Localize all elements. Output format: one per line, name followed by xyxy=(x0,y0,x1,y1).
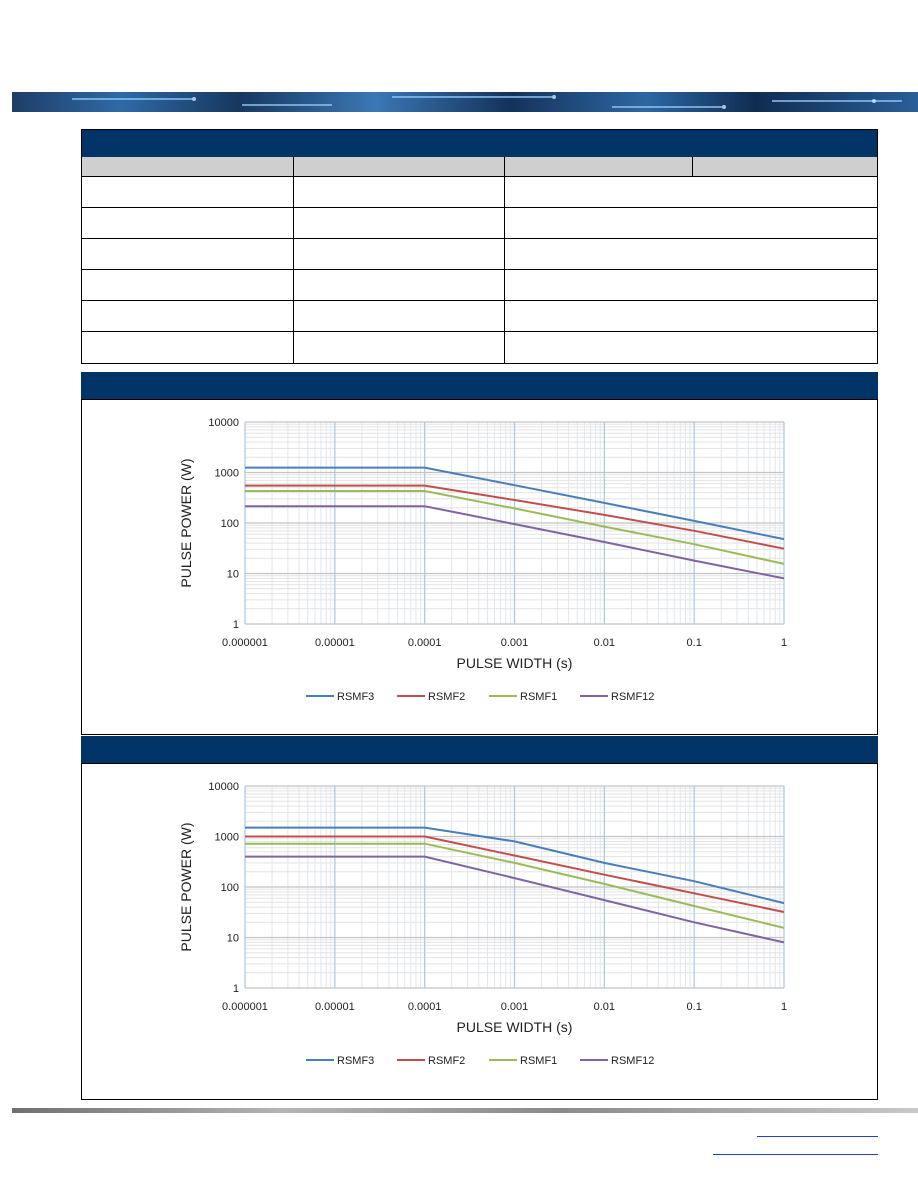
table-row-divider xyxy=(82,238,877,239)
series-line-rsmf1 xyxy=(245,490,785,565)
specification-table xyxy=(81,129,878,364)
grid-lines xyxy=(244,785,785,989)
series-line-rsmf12 xyxy=(245,505,785,580)
y-axis-label: PULSE POWER (W) xyxy=(178,822,194,951)
series-line-rsmf2 xyxy=(245,484,785,550)
series-line-rsmf12 xyxy=(245,855,785,944)
pulse-power-chart-1: 0.000001 0.00001 0.0001 0.001 0.01 0.1 1 1 10 100… xyxy=(178,417,787,703)
x-tick-label: 0.01 xyxy=(594,637,615,649)
legend-label: RSMF12 xyxy=(611,1055,654,1067)
x-tick-label: 0.0001 xyxy=(408,1001,442,1013)
x-tick-label: 1 xyxy=(781,637,787,649)
x-tick-label: 0.01 xyxy=(594,1001,615,1013)
chart-2-container: 0.000001 0.00001 0.0001 0.001 0.01 0.1 1 1 10 100… xyxy=(81,763,878,1100)
series-line-rsmf3 xyxy=(245,826,785,905)
table-column-divider xyxy=(293,157,294,364)
series-line-rsmf2 xyxy=(245,835,785,913)
legend-label: RSMF3 xyxy=(337,691,374,703)
legend-label: RSMF2 xyxy=(428,1055,465,1067)
x-axis-label: PULSE WIDTH (s) xyxy=(457,655,573,671)
x-tick-label: 0.000001 xyxy=(222,637,268,649)
y-tick-label: 1000 xyxy=(215,832,239,844)
y-tick-label: 1 xyxy=(233,619,239,631)
y-tick-label: 100 xyxy=(221,518,239,530)
y-tick-label: 10 xyxy=(227,933,239,945)
table-subheader xyxy=(82,157,877,177)
series-line-rsmf3 xyxy=(245,466,785,541)
x-tick-label: 0.00001 xyxy=(315,637,355,649)
table-row-divider xyxy=(82,300,877,301)
footer-bar xyxy=(12,1108,918,1113)
legend-label: RSMF12 xyxy=(611,691,654,703)
y-tick-label: 1 xyxy=(233,983,239,995)
y-tick-label: 10000 xyxy=(208,417,239,429)
chart-2-header xyxy=(81,736,878,763)
x-tick-label: 1 xyxy=(781,1001,787,1013)
x-tick-label: 0.001 xyxy=(501,1001,529,1013)
table-row-divider xyxy=(82,207,877,208)
table-header xyxy=(82,130,877,157)
x-tick-label: 0.00001 xyxy=(315,1001,355,1013)
series-line-rsmf1 xyxy=(245,842,785,929)
x-axis-label: PULSE WIDTH (s) xyxy=(457,1019,573,1035)
y-tick-label: 100 xyxy=(221,882,239,894)
x-tick-label: 0.0001 xyxy=(408,637,442,649)
legend-label: RSMF1 xyxy=(520,1055,557,1067)
legend-label: RSMF3 xyxy=(337,1055,374,1067)
table-column-divider xyxy=(504,157,505,364)
y-tick-label: 10 xyxy=(227,569,239,581)
legend-label: RSMF2 xyxy=(428,691,465,703)
y-tick-label: 10000 xyxy=(208,781,239,793)
table-row-divider xyxy=(82,331,877,332)
x-tick-label: 0.001 xyxy=(501,637,529,649)
grid-lines xyxy=(244,421,785,625)
footer-link-1[interactable] xyxy=(757,1136,878,1137)
x-tick-label: 0.1 xyxy=(687,637,702,649)
header-banner xyxy=(12,92,918,112)
y-tick-label: 1000 xyxy=(215,468,239,480)
x-tick-label: 0.1 xyxy=(687,1001,702,1013)
footer-link-2[interactable] xyxy=(713,1154,878,1155)
table-column-divider xyxy=(692,157,693,176)
chart-1-header xyxy=(81,372,878,399)
table-row-divider xyxy=(82,269,877,270)
y-axis-label: PULSE POWER (W) xyxy=(178,458,194,587)
legend-label: RSMF1 xyxy=(520,691,557,703)
x-tick-label: 0.000001 xyxy=(222,1001,268,1013)
pulse-power-chart-2: 0.000001 0.00001 0.0001 0.001 0.01 0.1 1 1 10 100… xyxy=(178,781,787,1067)
chart-1-container: 0.000001 0.00001 0.0001 0.001 0.01 0.1 1 1 10 100… xyxy=(81,399,878,735)
